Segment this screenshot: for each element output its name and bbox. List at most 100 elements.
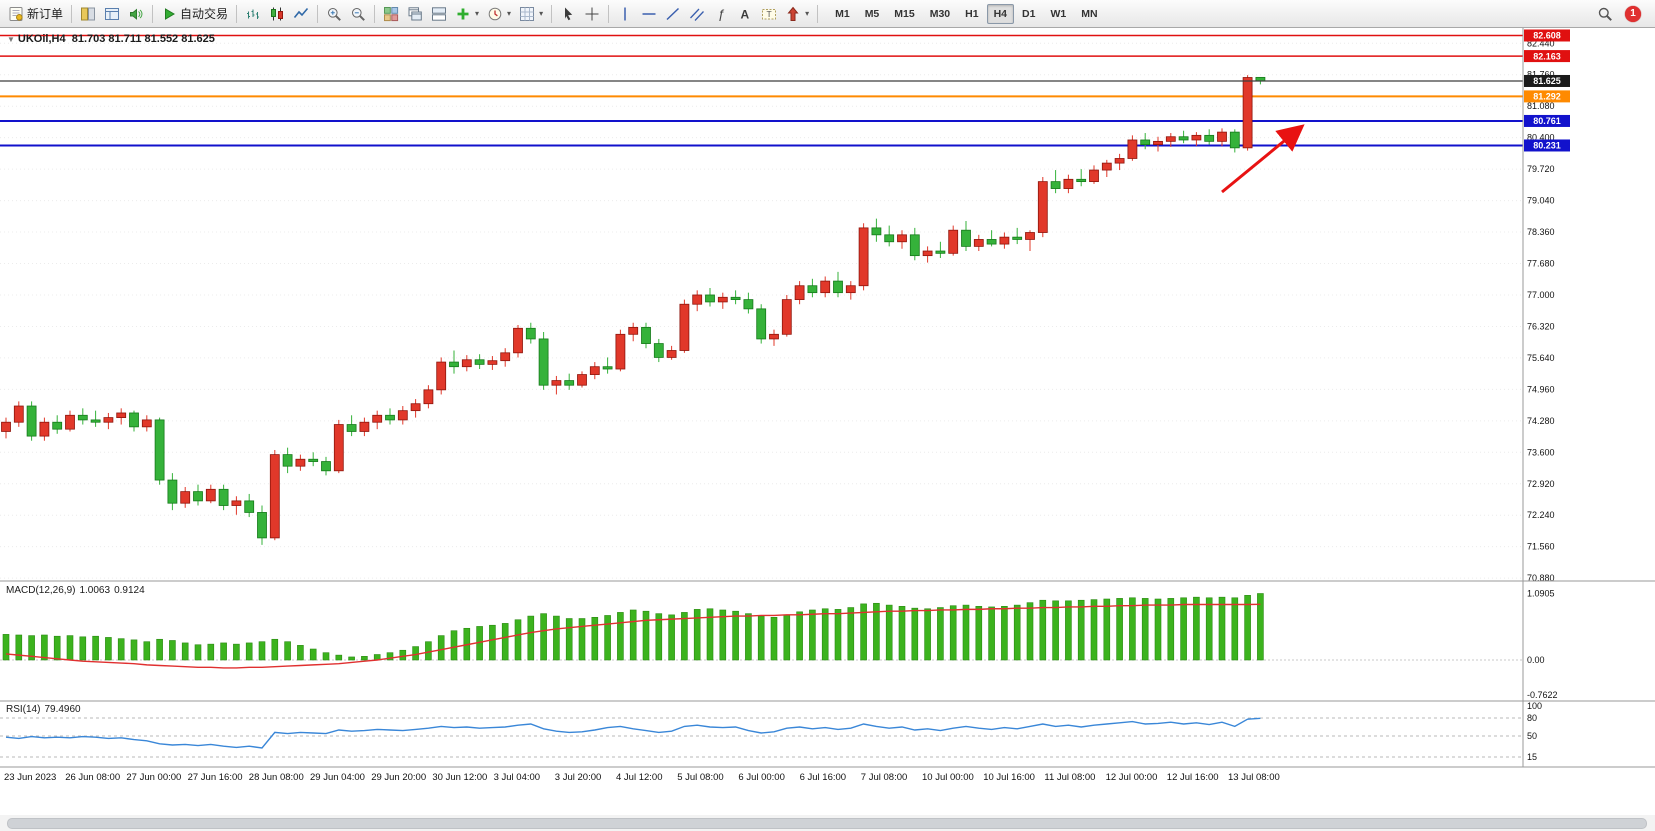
timeframe-button-h4[interactable]: H4 [986,3,1015,24]
timeframe-button-m5[interactable]: M5 [864,7,880,20]
price-box [1524,29,1570,42]
crosshair-button[interactable] [580,3,604,25]
cascade-windows-button[interactable] [403,3,427,25]
channel-button[interactable] [685,3,709,25]
time-axis-label: 3 Jul 20:00 [555,772,601,783]
candlestick-chart-button[interactable] [265,3,289,25]
candle-body [589,366,600,375]
notification-badge[interactable]: 1 [1625,5,1641,22]
macd-histogram-bar [706,608,714,661]
candle-body [1165,136,1176,142]
macd-histogram-bar [911,607,919,661]
macd-histogram-bar [655,613,663,661]
candle-body [641,326,651,344]
zoom-in-button[interactable] [322,3,346,25]
sounds-button[interactable] [124,3,148,25]
search-button[interactable] [1593,3,1617,25]
expand-triangle-icon[interactable]: ▼ [7,35,15,44]
toolbar-separator [236,4,238,23]
candle-body [705,294,715,303]
chevron-down-icon: ▾ [539,9,544,18]
horizontal-line-button[interactable] [637,3,661,25]
macd-main-value: 1.0063 [79,585,111,596]
price-tick-label: 71.560 [1527,542,1555,552]
fibonacci-button[interactable]: ƒ [709,3,733,25]
macd-histogram-bar [1129,597,1136,661]
macd-histogram-bar [399,649,407,661]
candle-body [129,412,139,428]
data-window-button[interactable] [100,3,124,25]
arrows-button[interactable]: ▾ [781,3,813,25]
candle-body [551,380,562,386]
macd-histogram-bar [1039,599,1047,661]
candle-body [487,360,498,365]
templates-button[interactable]: ▾ [515,3,547,25]
macd-histogram-bar [207,643,215,661]
candle-body [1191,134,1202,141]
text-button[interactable]: A [733,3,757,25]
price-box-label: 82.608 [1533,31,1561,41]
macd-histogram-bar [361,656,368,661]
horizontal-line-icon [642,12,656,15]
indicators-button[interactable]: ▾ [451,3,483,25]
rsi-indicator-label: RSI(14) 79.4960 [6,704,85,715]
macd-tick-label: 1.0905 [1527,588,1555,598]
candle-body [756,308,767,340]
vertical-line-button[interactable] [613,3,637,25]
candle-body [257,512,267,539]
candle-body [538,338,549,386]
candle-body [13,405,24,423]
arrange-windows-button[interactable] [427,3,451,25]
toolbar-separator [317,4,319,23]
timeframe-button-mn[interactable]: MN [1081,7,1098,20]
macd-histogram-bar [28,635,35,661]
horizontal-scrollbar[interactable] [0,815,1655,831]
time-axis-label: 3 Jul 04:00 [494,772,540,783]
candle-body [858,227,869,287]
cursor-button[interactable] [556,3,580,25]
price-box [1524,50,1570,63]
macd-histogram-bar [617,612,624,661]
candle-body [372,414,383,423]
timeframe-button-m30[interactable]: M30 [929,7,951,20]
timeframe-button-m1[interactable]: M1 [835,7,850,20]
auto-trading-button[interactable]: 自动交易 [157,3,232,25]
tile-windows-button[interactable] [379,3,403,25]
candle-body [513,327,523,354]
timeframe-button-w1[interactable]: W1 [1050,7,1067,20]
rsi-name: RSI(14) [6,704,41,715]
toolbar-separator [152,4,154,23]
candle-body [1063,178,1074,189]
annotation-arrow[interactable] [1221,124,1305,194]
timeframe-button-d1[interactable]: D1 [1022,7,1036,20]
text-icon: A [741,7,750,21]
timeframe-button-m15[interactable]: M15 [894,7,915,20]
candle-body [218,488,229,506]
candle-body [948,229,959,254]
text-label-button[interactable]: T [757,3,781,25]
candle-body [564,380,575,386]
line-chart-button[interactable] [289,3,313,25]
market-watch-button[interactable] [76,3,100,25]
trendline-button[interactable] [661,3,685,25]
toolbar: 新订单 自动交易 ▾ ▾ ▾ ƒ A T ▾ M1 M5 M15 M30 H1 H4 D1 W1 MN 1 [0,0,1655,28]
indicators-icon [457,8,469,19]
timeframe-button-h1[interactable]: H1 [965,7,979,20]
bar-chart-button[interactable] [241,3,265,25]
macd-histogram-bar [924,608,931,661]
candle-body [666,350,677,358]
toolbar-separator [374,4,376,23]
price-tick-label: 75.640 [1527,353,1555,363]
periods-button[interactable]: ▾ [483,3,515,25]
macd-histogram-bar [194,644,202,661]
scrollbar-thumb[interactable] [7,818,1647,829]
candle-body [769,333,779,340]
macd-histogram-bar [809,609,816,661]
new-order-button[interactable]: 新订单 [4,3,67,25]
cascade-windows-icon [408,6,422,20]
auto-trading-button-label: 自动交易 [180,7,229,21]
zoom-out-button[interactable] [346,3,370,25]
macd-histogram-bar [949,605,957,661]
svg-text:T: T [767,9,772,19]
